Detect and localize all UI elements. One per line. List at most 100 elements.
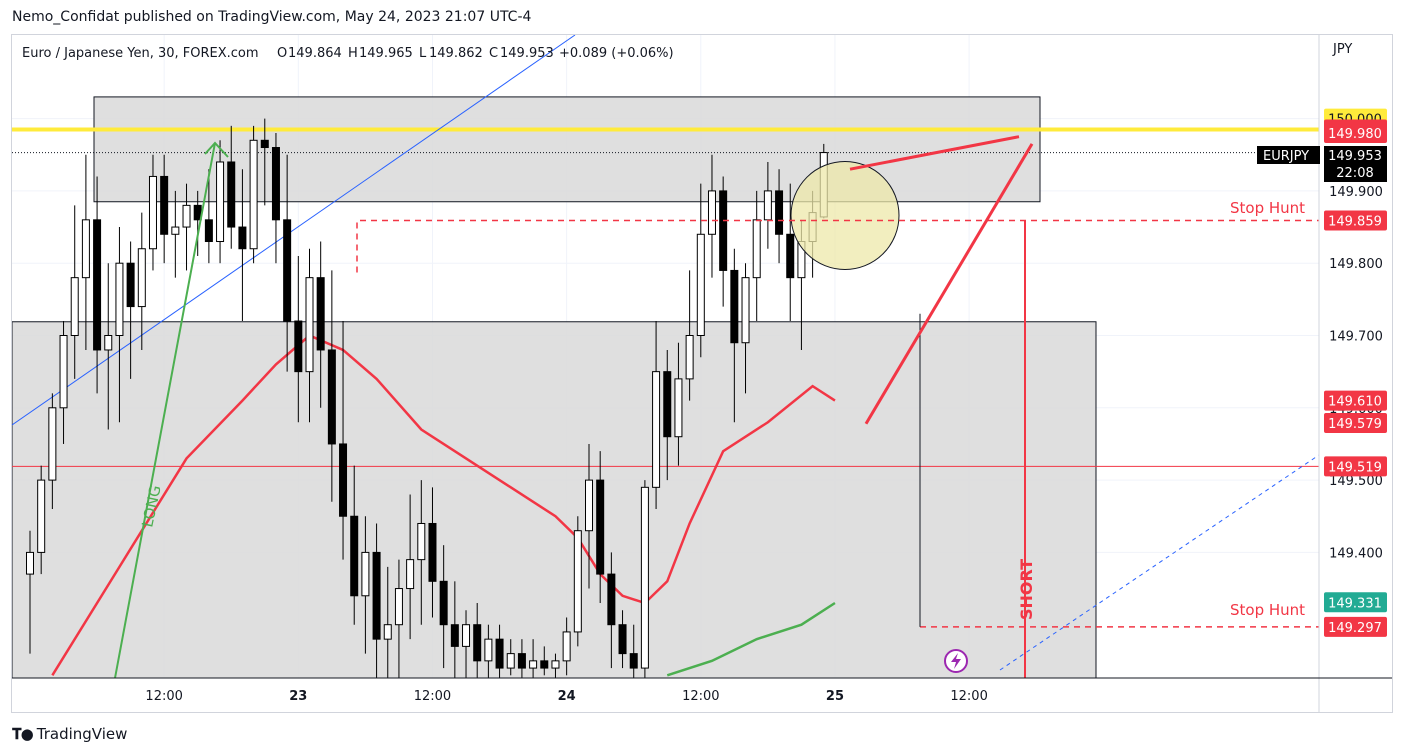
candle[interactable] [629, 624, 638, 683]
candle[interactable] [540, 646, 549, 676]
candle[interactable] [59, 321, 68, 444]
chart-frame[interactable] [11, 34, 1393, 713]
candle[interactable] [93, 176, 102, 394]
candle[interactable] [115, 227, 124, 423]
candle-body [652, 371, 661, 488]
wedge-lower-line[interactable] [864, 143, 1034, 425]
candle[interactable] [227, 125, 236, 249]
candle[interactable] [473, 603, 482, 683]
candle[interactable] [484, 624, 493, 690]
candle[interactable] [48, 393, 57, 510]
candle[interactable] [372, 523, 381, 682]
candle[interactable] [260, 118, 269, 206]
candle[interactable] [607, 552, 616, 669]
candle[interactable] [573, 516, 582, 647]
candle[interactable] [562, 617, 571, 676]
range-zone-box[interactable] [12, 321, 1097, 678]
candle-body [495, 638, 504, 669]
candle[interactable] [316, 241, 325, 408]
candle[interactable] [495, 624, 504, 683]
blue-trendline-extension[interactable] [999, 454, 1319, 671]
candle[interactable] [327, 270, 336, 502]
short-label: SHORT [1017, 559, 1036, 620]
candle[interactable] [283, 154, 292, 372]
candle[interactable] [26, 530, 34, 654]
candle[interactable] [730, 248, 739, 423]
candle[interactable] [238, 169, 247, 322]
candle-body [696, 233, 705, 336]
candle-body [115, 262, 124, 337]
candle[interactable] [70, 205, 79, 379]
candle-body [182, 204, 191, 228]
candle[interactable] [160, 154, 169, 264]
candle[interactable] [417, 480, 426, 625]
candle[interactable] [439, 545, 448, 669]
x-tick-label: 12:00 [414, 689, 451, 704]
candle[interactable] [204, 169, 213, 264]
candle[interactable] [37, 465, 46, 575]
candle[interactable] [361, 516, 370, 654]
candle[interactable] [585, 443, 593, 589]
candle[interactable] [271, 133, 280, 264]
candle[interactable] [674, 342, 683, 466]
candle[interactable] [775, 169, 784, 264]
candle[interactable] [305, 248, 314, 423]
candle[interactable] [171, 190, 180, 278]
candle[interactable] [339, 321, 348, 560]
x-tick-label: 24 [558, 689, 576, 704]
candle[interactable] [652, 321, 661, 510]
high-label: H [348, 46, 358, 61]
candle[interactable] [707, 154, 716, 278]
horizontal-lines [12, 127, 1319, 467]
candle[interactable] [81, 154, 90, 350]
moving-average-line[interactable] [666, 601, 836, 677]
candle[interactable] [506, 639, 515, 676]
candle[interactable] [450, 581, 459, 682]
bolt-icon[interactable] [944, 649, 968, 673]
candle[interactable] [529, 639, 538, 682]
candle[interactable] [126, 241, 135, 379]
candle-body [126, 262, 135, 308]
long-arrow[interactable] [114, 141, 229, 678]
wedge-upper-line[interactable] [849, 135, 1020, 171]
candle[interactable] [741, 263, 750, 394]
candle-body [26, 551, 34, 575]
candle[interactable] [618, 610, 627, 669]
candle-body [316, 277, 325, 351]
candle-body [171, 226, 180, 235]
blue-trendline[interactable] [12, 35, 576, 426]
highlight-circle[interactable] [790, 160, 900, 270]
candle[interactable] [137, 212, 146, 350]
candle[interactable] [104, 263, 113, 430]
candle[interactable] [663, 349, 672, 481]
candle[interactable] [640, 480, 649, 682]
candle[interactable] [249, 125, 258, 264]
candle[interactable] [294, 255, 303, 423]
candle[interactable] [182, 183, 191, 271]
stop-hunt-top-line[interactable] [356, 219, 1319, 273]
candle[interactable] [394, 559, 403, 690]
candle[interactable] [596, 451, 605, 604]
candle[interactable] [786, 183, 795, 322]
candle-body [137, 248, 146, 308]
candle[interactable] [428, 487, 437, 618]
candle[interactable] [406, 494, 415, 640]
candle-body [517, 653, 526, 669]
candle[interactable] [350, 465, 359, 625]
candle[interactable] [383, 566, 392, 697]
tradingview-logo[interactable]: 𝐓● TradingView [12, 725, 127, 743]
moving-average-line[interactable] [51, 334, 836, 676]
x-axis[interactable]: 12:00 23 12:00 24 12:00 25 12:00 [145, 689, 987, 704]
candle[interactable] [462, 610, 471, 682]
candle[interactable] [719, 176, 728, 307]
candle[interactable] [696, 183, 705, 358]
candle[interactable] [517, 639, 526, 682]
candle[interactable] [752, 190, 761, 322]
price-badge: 149.519 [1324, 456, 1387, 477]
supply-zone-box[interactable] [93, 96, 1041, 203]
candle[interactable] [685, 270, 694, 401]
candle[interactable] [216, 140, 225, 264]
candle[interactable] [148, 154, 157, 271]
candle-body [439, 580, 448, 626]
